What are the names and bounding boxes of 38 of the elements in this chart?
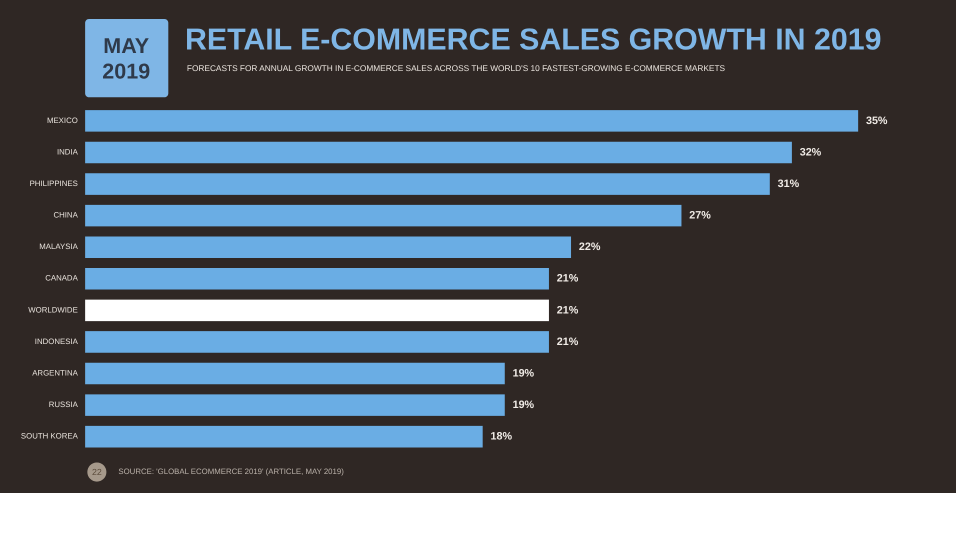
y-tick-label: INDIA (56, 147, 79, 156)
text: MAY 2019 (102, 34, 150, 84)
bar (85, 142, 792, 164)
y-tick-label: CHINA (53, 210, 79, 220)
y-tick-label: WORLDWIDE (28, 305, 78, 314)
chart-title: RETAIL E-COMMERCE SALES GROWTH IN 2019 (184, 23, 882, 56)
data-label: 19% (512, 367, 535, 380)
bar (85, 426, 483, 448)
data-label: 21% (556, 304, 579, 316)
data-label: 27% (689, 210, 712, 222)
y-tick-label: PHILIPPINES (30, 179, 78, 188)
bar (85, 300, 549, 322)
text: 22 (92, 466, 102, 477)
data-label: 18% (490, 430, 512, 443)
y-tick-label: ARGENTINA (32, 368, 79, 378)
bar (85, 331, 549, 353)
data-label: 19% (512, 399, 535, 412)
y-tick-label: SOUTH KOREA (20, 432, 79, 441)
source-note: SOURCE: 'GLOBAL ECOMMERCE 2019' (ARTICLE, MAY 2019) (118, 467, 344, 476)
y-tick-label: MEXICO (46, 116, 78, 125)
y-tick-label: RUSSIA (48, 400, 79, 410)
data-label: 32% (800, 146, 822, 158)
data-label: 21% (556, 336, 579, 348)
y-tick-label: CANADA (45, 274, 79, 283)
bar (85, 394, 505, 416)
chart-subtitle: FORECASTS FOR ANNUAL GROWTH IN E-COMMERCE SALES ACROSS THE WORLD'S 10 FASTEST-GROWING E-COMMERCE MARKETS (186, 62, 726, 73)
bar (85, 268, 549, 290)
bar (85, 173, 770, 195)
bar (85, 204, 682, 226)
bar (85, 110, 858, 132)
data-label: 35% (866, 114, 888, 127)
bar (85, 236, 572, 258)
y-tick-label: MALAYSIA (39, 242, 79, 252)
data-label: 31% (778, 178, 800, 190)
bar (85, 362, 505, 384)
data-label: 22% (578, 241, 601, 254)
y-tick-label: INDONESIA (34, 336, 79, 346)
data-label: 21% (556, 272, 579, 285)
